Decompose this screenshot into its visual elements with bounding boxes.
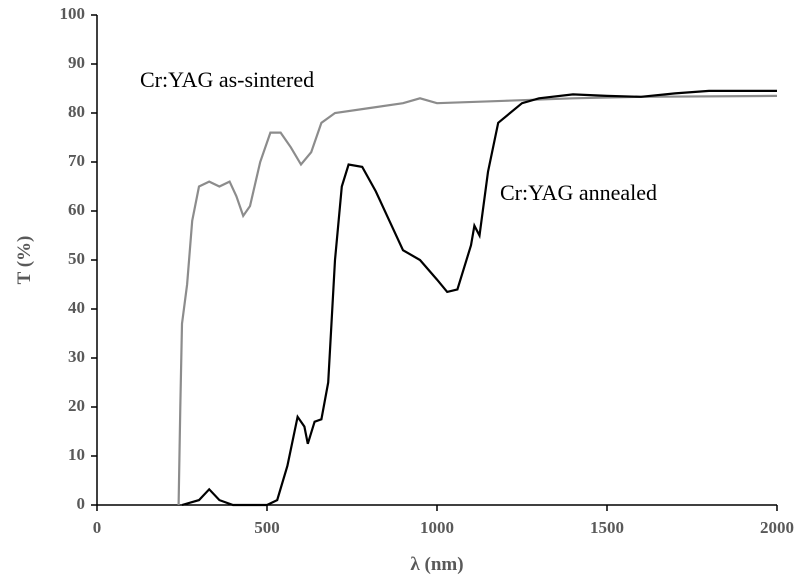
series-annotation: Cr:YAG annealed [500,180,657,205]
y-axis-label: T (%) [14,236,35,285]
y-tick-label: 50 [68,249,85,268]
y-tick-label: 70 [68,151,85,170]
x-axis-label: λ (nm) [410,554,463,575]
x-tick-label: 1500 [590,518,624,537]
y-tick-label: 80 [68,102,85,121]
y-tick-label: 0 [77,494,86,513]
y-tick-label: 40 [68,298,85,317]
y-tick-label: 90 [68,53,85,72]
y-tick-label: 10 [68,445,85,464]
line [177,94,778,506]
y-tick-label: 100 [60,4,86,23]
x-tick-label: 500 [254,518,280,537]
y-tick-label: 30 [68,347,85,366]
x-tick-label: 0 [93,518,102,537]
x-tick-label: 1000 [420,518,454,537]
series-annotation: Cr:YAG as-sintered [140,67,314,92]
line [181,89,777,507]
x-tick-label: 2000 [760,518,794,537]
y-tick-label: 60 [68,200,85,219]
y-tick-label: 20 [68,396,85,415]
